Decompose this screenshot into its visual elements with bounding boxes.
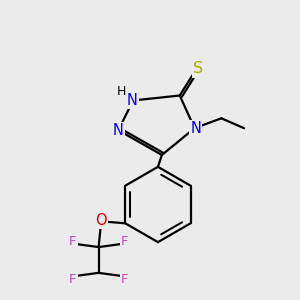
Text: N: N — [127, 93, 138, 108]
Text: F: F — [121, 235, 128, 248]
Text: F: F — [69, 235, 76, 248]
Text: O: O — [95, 213, 106, 228]
Text: N: N — [190, 121, 201, 136]
Text: S: S — [194, 61, 204, 76]
Text: N: N — [113, 123, 124, 138]
Text: F: F — [121, 273, 128, 286]
Text: H: H — [117, 85, 126, 98]
Text: F: F — [69, 273, 76, 286]
